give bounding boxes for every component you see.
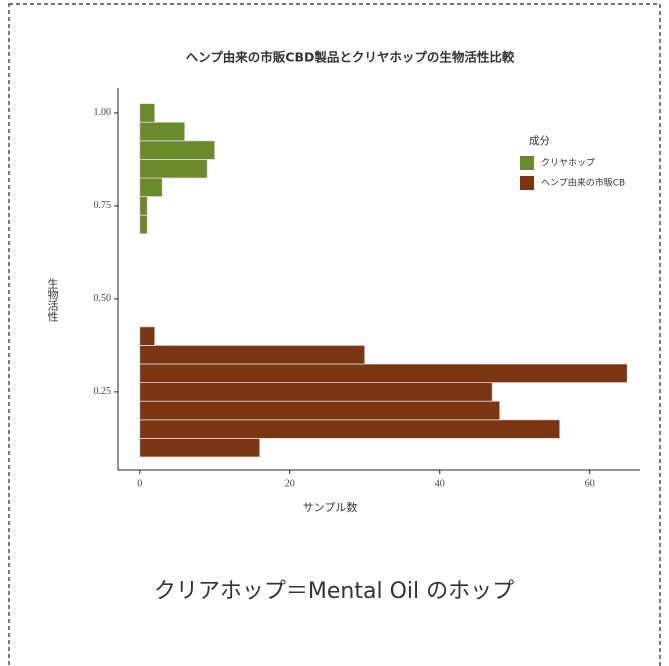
x-tick-label: 0 (137, 478, 142, 489)
bar (139, 159, 208, 179)
bar (139, 382, 493, 402)
bar (139, 121, 186, 142)
bar (139, 103, 156, 123)
bar (139, 363, 628, 383)
bar (139, 140, 216, 160)
x-tick-label: 40 (435, 478, 445, 489)
bar (139, 344, 366, 365)
bar (139, 400, 501, 421)
y-tick-label: 0.25 (94, 386, 112, 397)
bar (139, 214, 148, 235)
y-tick-label: 0.75 (94, 200, 112, 211)
chart-title: ヘンプ由来の市販CBD製品とクリヤホップの生物活性比較 (186, 50, 515, 65)
legend-swatch (520, 176, 534, 190)
bar (139, 177, 163, 198)
bar (139, 419, 561, 439)
y-axis-label: 生物活性 (46, 277, 59, 323)
y-tick-label: 0.50 (94, 293, 112, 304)
legend-label: クリヤホップ (541, 158, 595, 169)
y-tick-label: 1.00 (94, 107, 112, 118)
frame (8, 3, 661, 666)
bar (139, 196, 148, 216)
legend-label: ヘンプ由来の市販CB (541, 177, 625, 189)
x-axis-label: サンプル数 (303, 501, 358, 514)
legend-title: 成分 (529, 135, 550, 147)
x-tick-label: 20 (285, 478, 295, 489)
bar (139, 326, 156, 346)
x-tick-label: 60 (585, 478, 595, 489)
caption: クリアホップ＝Mental Oil のホップ (154, 579, 514, 604)
legend-swatch (520, 156, 534, 170)
bar (139, 437, 261, 458)
